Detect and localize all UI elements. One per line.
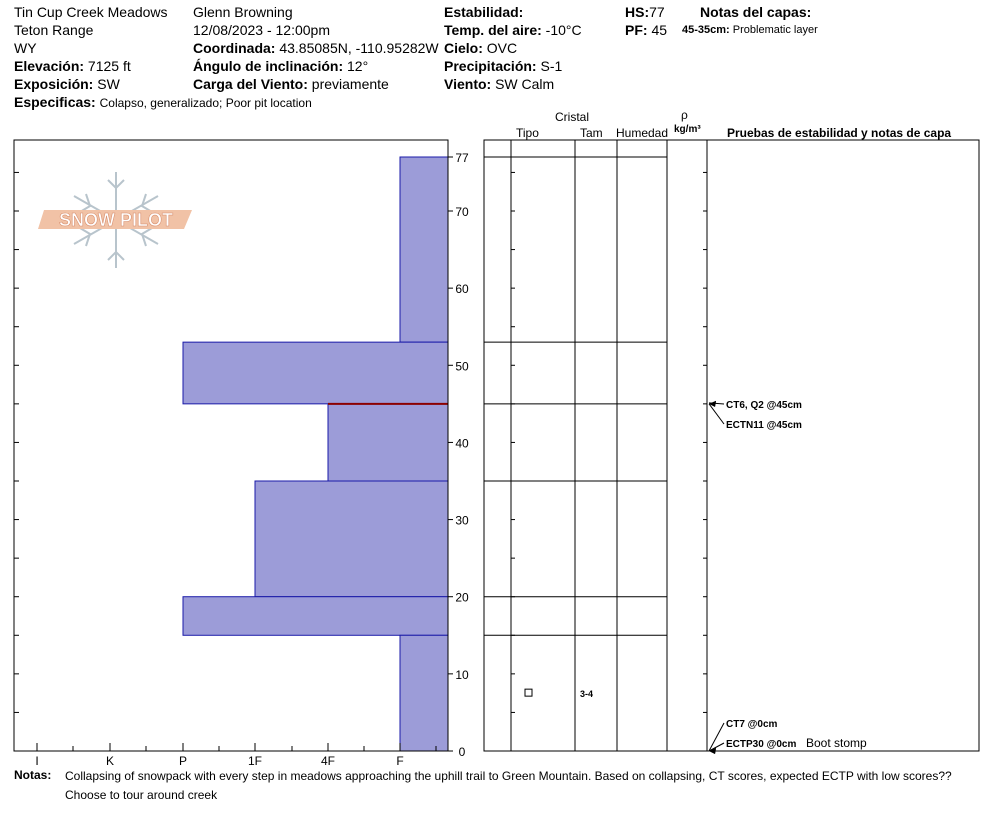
range-name: Teton Range (14, 22, 94, 38)
depth-tick-label: 40 (455, 436, 469, 450)
layer-note-range: 45-35cm: (682, 24, 730, 36)
crystal-size: 3-4 (580, 689, 593, 699)
coordinates: Coordinada: 43.85085N, -110.95282W (193, 40, 439, 57)
hardness-axis-label: 4F (321, 754, 335, 768)
specifics: Especificas: Colapso, generalizado; Poor… (14, 94, 312, 111)
moisture-header: Humedad (616, 126, 669, 140)
test-pointer-arrow (709, 748, 716, 754)
density-unit-header: kg/m³ (674, 124, 701, 135)
pf-label: PF: (625, 22, 648, 38)
precip-value: S-1 (540, 58, 563, 74)
notes-label: Notas: (14, 768, 52, 782)
sky-value: OVC (486, 40, 518, 56)
test-pointer-arrow (709, 400, 716, 407)
crystal-square-icon (524, 688, 533, 697)
wind-load-value: previamente (311, 76, 389, 92)
layer-notes-title: Notas del capas: (700, 4, 812, 20)
wind: Viento: SW Calm (444, 76, 554, 93)
size-header: Tam (580, 126, 603, 140)
depth-tick-label: 70 (455, 205, 469, 219)
elevation-label: Elevación: (14, 58, 85, 74)
aspect-label: Exposición: (14, 76, 94, 92)
air-temp-label: Temp. del aire: (444, 22, 542, 38)
slope-label: Ángulo de inclinación: (193, 58, 344, 74)
depth-tick-label: 20 (455, 591, 469, 605)
hardness-axis-label: 1F (248, 754, 262, 768)
depth-tick-label: 10 (455, 668, 469, 682)
precip-label: Precipitación: (444, 58, 537, 74)
aspect: Exposición: SW (14, 76, 120, 93)
depth-tick-label: 50 (455, 359, 469, 373)
stability-label: Estabilidad: (444, 4, 524, 20)
test-pointer-line (708, 722, 725, 752)
specifics-label: Especificas: (14, 94, 96, 110)
sky: Cielo: OVC (444, 40, 517, 57)
layer-table-frame (483, 139, 980, 752)
penetration-foot: PF: 45 (625, 22, 667, 39)
pf-value: 45 (651, 22, 668, 38)
hardness-bar (327, 403, 449, 482)
hardness-bar (254, 480, 449, 598)
stability-test-label: ECTN11 @45cm (726, 420, 802, 431)
coordinates-value: 43.85085N, -110.95282W (279, 40, 439, 56)
hardness-axis-label: K (106, 754, 114, 768)
tests-header: Pruebas de estabilidad y notas de capa (727, 126, 952, 140)
layer-note-text: Problematic layer (732, 24, 818, 36)
snowpilot-logo: SNOW PILOT (38, 172, 192, 268)
depth-tick-label: 60 (455, 282, 469, 296)
wind-value: SW Calm (495, 76, 555, 92)
hardness-bar (399, 634, 449, 752)
hs-label: HS: (625, 4, 650, 20)
wind-load-label: Carga del Viento: (193, 76, 308, 92)
logo-text: SNOW PILOT (59, 210, 173, 230)
type-header: Tipo (516, 126, 539, 140)
slope-angle: Ángulo de inclinación: 12° (193, 58, 368, 75)
test-pointer-line (708, 403, 725, 425)
precipitation: Precipitación: S-1 (444, 58, 562, 75)
wind-load: Carga del Viento: previamente (193, 76, 389, 93)
hardness-bar (182, 341, 449, 405)
rho-header: ρ (681, 108, 688, 122)
hardness-axis-label: P (179, 754, 187, 768)
observer-name: Glenn Browning (193, 4, 293, 20)
boot-stomp-note: Boot stomp (806, 736, 867, 750)
elevation-value: 7125 ft (87, 58, 131, 74)
elevation: Elevación: 7125 ft (14, 58, 131, 75)
snow-height: HS:77 (625, 4, 665, 21)
depth-tick-label: 77 (455, 151, 469, 165)
stability-test-label: CT7 @0cm (726, 719, 778, 730)
crystal-header: Cristal (555, 110, 590, 124)
air-temp-value: -10°C (545, 22, 582, 38)
stability-test-label: ECTP30 @0cm (726, 739, 796, 750)
coordinates-label: Coordinada: (193, 40, 276, 56)
stability-test-label: CT6, Q2 @45cm (726, 400, 802, 411)
location-name: Tin Cup Creek Meadows (14, 4, 168, 20)
depth-tick-label: 0 (459, 745, 466, 759)
layer-note: 45-35cm: Problematic layer (682, 24, 818, 37)
notes-line-1: Collapsing of snowpack with every step i… (65, 769, 952, 783)
sky-label: Cielo: (444, 40, 483, 56)
air-temp: Temp. del aire: -10°C (444, 22, 582, 39)
hardness-bar (399, 156, 449, 343)
wind-label: Viento: (444, 76, 492, 92)
hs-value: 77 (649, 4, 665, 20)
hardness-axis-label: F (396, 754, 403, 768)
plot-frame (13, 139, 449, 752)
slope-value: 12° (347, 58, 369, 74)
aspect-value: SW (97, 76, 120, 92)
hardness-bar (182, 596, 449, 636)
notes-line-2: Choose to tour around creek (65, 788, 218, 802)
logo-banner (38, 210, 192, 229)
test-pointer-line (708, 742, 725, 752)
state-name: WY (14, 40, 37, 56)
depth-tick-label: 30 (455, 514, 469, 528)
hardness-axis-label: I (35, 754, 38, 768)
date-time: 12/08/2023 - 12:00pm (193, 22, 330, 38)
specifics-value: Colapso, generalizado; Poor pit location (99, 96, 312, 110)
